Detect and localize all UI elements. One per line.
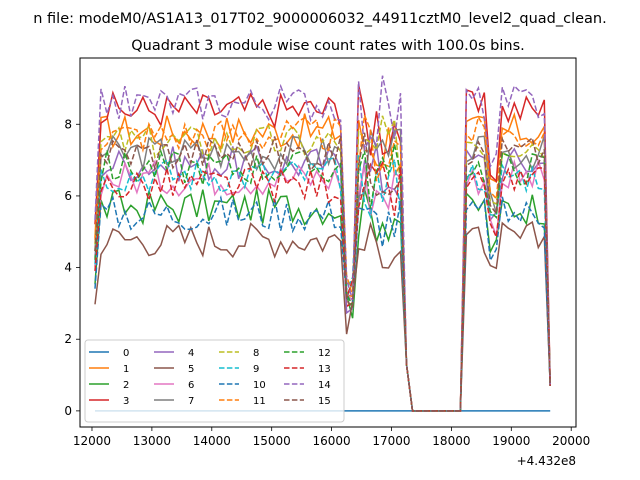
series-line-4	[94, 144, 551, 412]
series-line-5	[94, 220, 551, 412]
plot-frame	[79, 57, 577, 428]
series-line-2	[94, 186, 551, 412]
legend-label-0: 0	[123, 348, 129, 359]
series-line-15	[94, 132, 551, 412]
y-tick-label: 6	[64, 189, 72, 203]
legend-box	[84, 339, 345, 423]
series-line-8	[94, 115, 551, 412]
series-line-1	[94, 111, 551, 412]
legend-label-14: 14	[318, 380, 331, 391]
series-line-11	[94, 114, 551, 412]
y-tick-label: 4	[64, 261, 72, 275]
legend-label-5: 5	[188, 364, 194, 375]
series-line-3	[94, 84, 551, 412]
y-tick-label: 2	[64, 332, 72, 346]
legend-label-12: 12	[318, 348, 331, 359]
x-tick-label: 14000	[193, 434, 231, 448]
series-line-14	[94, 75, 551, 412]
x-tick-label: 18000	[432, 434, 470, 448]
y-tick-label: 0	[64, 404, 72, 418]
series-line-10	[94, 195, 551, 412]
series-layer	[94, 75, 551, 412]
legend-label-6: 6	[188, 380, 194, 391]
x-tick-label: 15000	[253, 434, 291, 448]
legend-label-15: 15	[318, 396, 331, 407]
x-tick-label: 16000	[313, 434, 351, 448]
legend-label-11: 11	[253, 396, 266, 407]
x-tick-label: 12000	[73, 434, 111, 448]
x-tick-label: 19000	[492, 434, 530, 448]
legend-label-3: 3	[123, 396, 129, 407]
legend-label-10: 10	[253, 380, 266, 391]
legend-label-8: 8	[253, 348, 259, 359]
y-tick-label: 8	[64, 117, 72, 131]
legend-label-2: 2	[123, 380, 129, 391]
legend-label-4: 4	[188, 348, 194, 359]
x-offset-label: +4.432e8	[517, 454, 576, 468]
series-line-9	[94, 155, 551, 412]
x-tick-label: 20000	[552, 434, 590, 448]
legend-label-9: 9	[253, 364, 259, 375]
x-tick-label: 13000	[133, 434, 171, 448]
figure-suptitle: n file: modeM0/AS1A13_017T02_9000006032_…	[33, 11, 607, 27]
legend-label-1: 1	[123, 364, 129, 375]
legend-label-13: 13	[318, 364, 331, 375]
legend-label-7: 7	[188, 396, 194, 407]
ticks-layer: 12000 13000 14000 15000 16000 17000 18000 19000…	[64, 117, 590, 448]
series-line-7	[94, 128, 551, 412]
x-tick-label: 17000	[372, 434, 410, 448]
chart-title: Quadrant 3 module wise count rates with …	[131, 38, 525, 54]
series-line-13	[94, 160, 551, 412]
